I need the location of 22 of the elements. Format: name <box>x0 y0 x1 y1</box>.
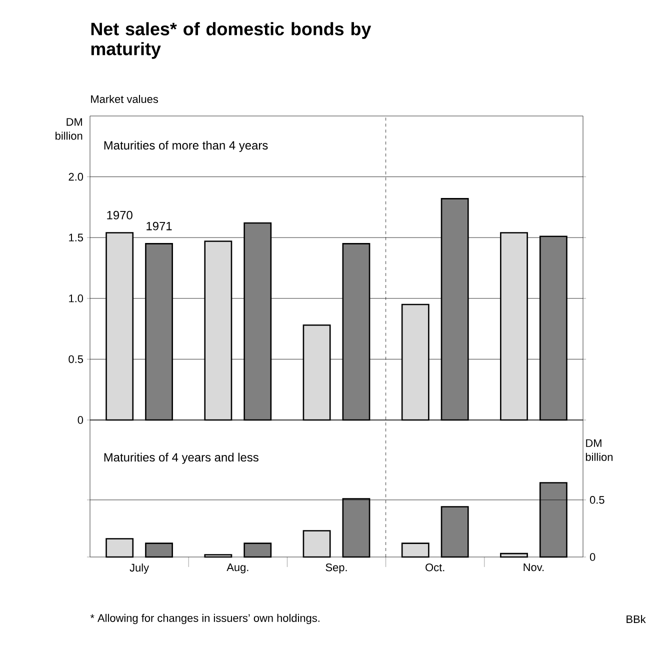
series-label: 1970 <box>107 210 132 220</box>
y-tick-label: 0 <box>78 416 84 424</box>
y-tick-label: 0.5 <box>68 355 84 364</box>
text: * Allowing for changes in issuers’ own holdings. <box>90 614 320 624</box>
x-tick-label: Nov. <box>524 564 544 572</box>
chart-title: Net sales* of domestic bonds by maturity <box>91 22 372 59</box>
y-tick-label: 0 <box>590 553 596 561</box>
annotation: Maturities of more than 4 years <box>104 140 268 152</box>
x-tick-label: Aug. <box>226 564 248 574</box>
y-tick-label: 1.5 <box>69 234 84 242</box>
x-tick-label: July <box>130 564 150 574</box>
y-tick-label: 1.0 <box>69 294 84 302</box>
y-tick-label: 0.5 <box>590 496 604 504</box>
text: BBk <box>626 615 646 623</box>
annotation: Maturities of 4 years and less <box>104 452 258 464</box>
y-axis-title: DM billion <box>586 439 612 461</box>
y-axis-title: DM billion <box>56 118 82 140</box>
x-tick-label: Oct. <box>426 564 444 572</box>
x-tick-label: Sep. <box>326 564 347 574</box>
chart-subtitle: Market values <box>91 94 158 104</box>
series-label: 1971 <box>146 222 172 230</box>
y-tick-label: 2.0 <box>68 172 84 181</box>
